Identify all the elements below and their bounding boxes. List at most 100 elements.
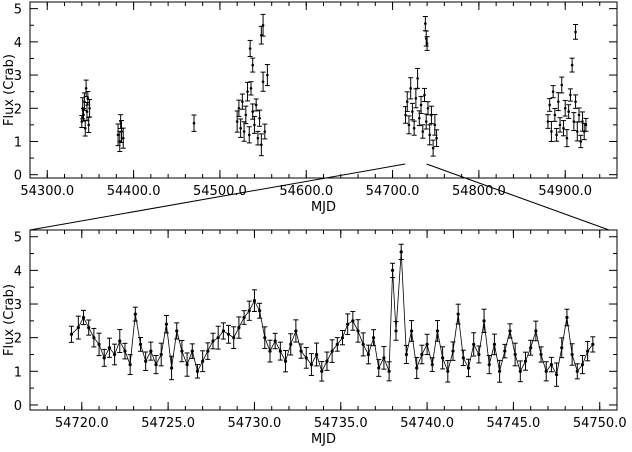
data-marker bbox=[247, 133, 251, 137]
data-point bbox=[163, 314, 169, 334]
data-point bbox=[75, 315, 81, 340]
data-point bbox=[189, 343, 195, 359]
data-point bbox=[112, 343, 118, 366]
data-point bbox=[512, 342, 518, 367]
data-point bbox=[308, 353, 314, 377]
data-point bbox=[460, 349, 466, 366]
data-marker bbox=[451, 349, 455, 353]
data-point bbox=[411, 120, 417, 136]
data-point bbox=[257, 109, 263, 127]
data-point bbox=[450, 341, 456, 361]
bottom-plot-frame bbox=[29, 229, 618, 411]
data-point bbox=[427, 124, 433, 146]
top-x-tick-label: 54800.0 bbox=[452, 184, 506, 199]
data-point bbox=[557, 117, 563, 133]
data-point bbox=[579, 354, 585, 375]
data-marker bbox=[456, 312, 460, 316]
data-marker bbox=[477, 352, 481, 357]
data-marker bbox=[256, 136, 260, 140]
data-marker bbox=[258, 116, 261, 120]
data-marker bbox=[430, 113, 433, 117]
data-marker bbox=[237, 106, 241, 110]
data-point bbox=[393, 321, 399, 341]
data-point bbox=[466, 358, 472, 378]
data-marker bbox=[252, 299, 257, 303]
data-marker bbox=[249, 87, 253, 90]
data-point bbox=[120, 127, 126, 149]
data-point bbox=[590, 336, 596, 353]
bottom-y-tick-label: 5 bbox=[14, 231, 22, 246]
data-point bbox=[445, 360, 451, 383]
data-marker bbox=[84, 87, 88, 90]
data-point bbox=[415, 67, 421, 89]
top-y-tick-label: 2 bbox=[14, 102, 22, 117]
data-point bbox=[148, 341, 154, 361]
data-point bbox=[578, 134, 584, 149]
top-y-tick-label: 1 bbox=[14, 135, 22, 150]
bottom-y-axis-title: Flux (Crab) bbox=[2, 284, 17, 356]
data-marker bbox=[82, 113, 85, 117]
bottom-x-tick-label: 54735.0 bbox=[314, 416, 368, 431]
data-marker bbox=[546, 120, 550, 123]
data-point bbox=[573, 24, 579, 40]
data-marker bbox=[185, 362, 189, 367]
data-point bbox=[404, 91, 410, 112]
data-point bbox=[303, 346, 309, 369]
data-point bbox=[234, 110, 240, 133]
data-point bbox=[258, 133, 264, 157]
data-point bbox=[559, 76, 565, 94]
data-marker bbox=[555, 133, 558, 137]
data-marker bbox=[577, 113, 581, 117]
bottom-x-axis-title: MJD bbox=[311, 432, 336, 447]
data-point bbox=[283, 350, 289, 373]
data-point bbox=[241, 310, 247, 325]
data-point bbox=[585, 340, 591, 362]
data-marker bbox=[472, 342, 476, 346]
data-marker bbox=[273, 339, 277, 343]
data-point bbox=[425, 101, 431, 116]
data-marker bbox=[309, 362, 314, 367]
data-point bbox=[528, 339, 534, 356]
data-marker bbox=[294, 329, 298, 333]
data-point bbox=[169, 355, 175, 381]
data-marker bbox=[508, 329, 512, 333]
data-marker bbox=[83, 126, 87, 130]
bottom-y-tick-label: 0 bbox=[14, 399, 22, 414]
data-marker bbox=[320, 369, 324, 373]
data-point bbox=[471, 332, 477, 357]
data-marker bbox=[254, 103, 258, 107]
data-marker bbox=[330, 349, 334, 353]
data-point bbox=[117, 329, 123, 354]
data-point bbox=[194, 364, 200, 379]
data-marker bbox=[425, 342, 429, 346]
data-point bbox=[422, 15, 428, 32]
data-point bbox=[419, 344, 425, 365]
data-point bbox=[365, 344, 371, 365]
data-marker bbox=[112, 352, 117, 357]
data-point bbox=[569, 57, 575, 73]
data-marker bbox=[192, 121, 196, 125]
data-marker bbox=[107, 346, 112, 350]
data-point bbox=[403, 344, 409, 365]
data-marker bbox=[563, 106, 567, 110]
data-marker bbox=[586, 349, 590, 353]
data-point bbox=[253, 98, 259, 112]
data-marker bbox=[251, 110, 255, 113]
data-marker bbox=[247, 309, 251, 313]
top-x-tick-label: 54600.0 bbox=[279, 184, 333, 199]
bottom-x-tick-label: 54745.0 bbox=[487, 416, 541, 431]
data-marker bbox=[419, 103, 423, 107]
data-marker bbox=[226, 332, 231, 336]
data-point bbox=[548, 120, 554, 143]
data-marker bbox=[97, 342, 101, 346]
data-marker bbox=[539, 352, 543, 357]
data-point bbox=[428, 105, 434, 125]
data-marker bbox=[289, 342, 293, 346]
data-marker bbox=[557, 100, 560, 103]
data-marker bbox=[85, 110, 89, 113]
zoom-line-left bbox=[29, 163, 406, 231]
data-marker bbox=[560, 83, 564, 87]
data-marker bbox=[560, 346, 564, 350]
data-marker bbox=[76, 325, 80, 330]
data-marker bbox=[492, 342, 497, 346]
